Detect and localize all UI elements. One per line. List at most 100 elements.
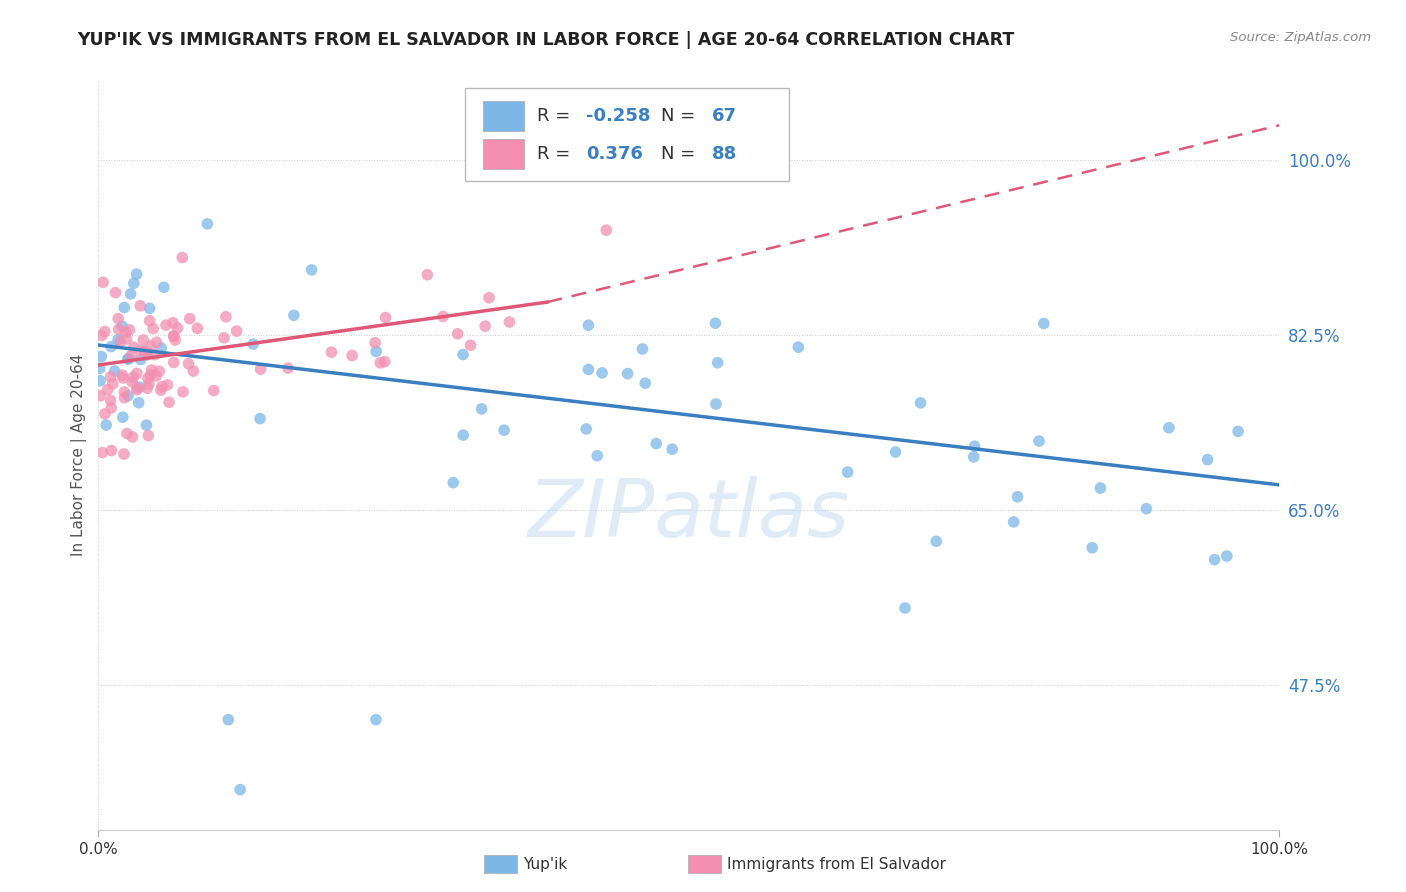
Point [249,362,271,376]
Point [229,782,252,797]
Point [706,356,728,370]
Point [112,447,135,461]
Point [416,268,439,282]
Point [162,316,184,330]
Point [340,349,363,363]
Y-axis label: In Labor Force | Age 20-64: In Labor Force | Age 20-64 [72,354,87,556]
Point [141,363,163,377]
Point [138,314,160,328]
Point [163,329,186,343]
Point [595,223,617,237]
Point [121,375,143,389]
Point [631,342,654,356]
Point [884,445,907,459]
Point [925,534,948,549]
Text: 67: 67 [711,107,737,125]
Point [122,370,145,384]
Point [963,450,986,464]
Point [100,443,122,458]
Point [114,391,136,405]
Point [135,418,157,433]
Point [120,348,142,362]
Point [90,328,112,343]
Point [148,364,170,378]
Text: -0.258: -0.258 [586,107,651,125]
Point [111,319,134,334]
Point [179,311,201,326]
Point [1090,481,1112,495]
Point [215,310,238,324]
Point [163,355,186,369]
Point [366,344,388,359]
Point [145,335,167,350]
Point [374,354,396,368]
Point [104,285,127,300]
Point [111,371,134,385]
Text: Source: ZipAtlas.com: Source: ZipAtlas.com [1230,31,1371,45]
Point [1204,552,1226,566]
Point [165,333,187,347]
Point [128,396,150,410]
Point [89,361,111,376]
Point [134,345,156,359]
Point [451,347,474,361]
Point [107,311,129,326]
Point [100,393,122,408]
Point [494,423,516,437]
Text: YUP'IK VS IMMIGRANTS FROM EL SALVADOR IN LABOR FORCE | AGE 20-64 CORRELATION CHA: YUP'IK VS IMMIGRANTS FROM EL SALVADOR IN… [77,31,1015,49]
Point [277,361,299,376]
Point [125,383,148,397]
Point [153,280,176,294]
Point [94,325,117,339]
Text: Yup'ik: Yup'ik [523,857,567,871]
Text: 88: 88 [711,145,737,162]
Point [910,396,932,410]
Point [111,368,134,383]
Point [145,368,167,383]
Point [115,426,138,441]
Point [139,368,162,382]
Point [704,397,727,411]
Point [1216,549,1239,563]
Point [127,381,149,395]
Point [197,217,219,231]
Point [136,381,159,395]
Point [177,357,200,371]
Point [100,369,122,384]
Point [578,362,600,376]
Point [107,333,129,347]
Point [100,340,122,354]
Point [114,325,136,339]
Point [575,422,598,436]
Point [125,267,148,281]
Point [162,329,184,343]
Text: R =: R = [537,145,575,162]
Point [166,321,188,335]
Point [128,380,150,394]
Point [91,275,114,289]
FancyBboxPatch shape [464,87,789,181]
Point [149,383,172,397]
Point [661,442,683,457]
FancyBboxPatch shape [484,138,523,169]
Point [1081,541,1104,555]
Point [155,318,177,333]
Point [115,332,138,346]
Point [120,286,142,301]
Point [112,385,135,400]
Point [110,334,132,349]
Point [1157,421,1180,435]
Point [122,277,145,291]
Point [132,333,155,347]
Text: Immigrants from El Salvador: Immigrants from El Salvador [727,857,946,871]
Point [1002,515,1025,529]
Point [96,418,118,433]
Point [837,465,859,479]
Point [122,340,145,354]
Point [136,371,159,385]
Point [242,337,264,351]
Point [143,348,166,362]
Point [364,713,387,727]
Point [225,324,247,338]
FancyBboxPatch shape [484,101,523,130]
